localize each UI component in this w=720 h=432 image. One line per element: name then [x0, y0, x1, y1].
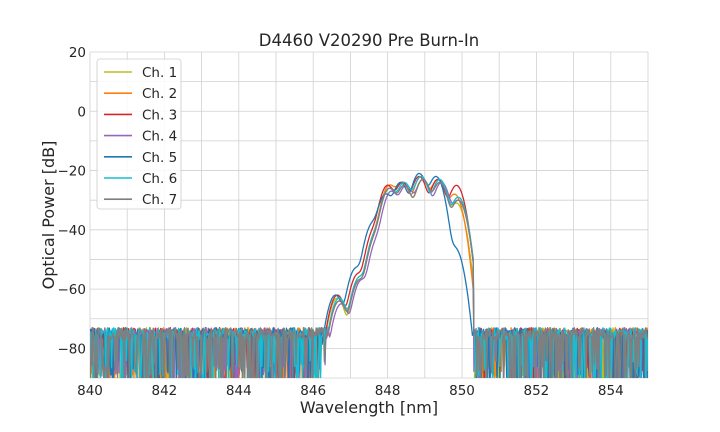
legend-label: Ch. 6: [142, 171, 177, 187]
x-tick-label: 850: [449, 383, 475, 399]
y-tick-label: −60: [58, 282, 87, 298]
x-tick-label: 842: [152, 383, 178, 399]
legend-label: Ch. 2: [142, 86, 177, 102]
y-tick-label: 20: [69, 45, 86, 61]
legend-label: Ch. 5: [142, 150, 177, 166]
legend-box: [96, 58, 182, 210]
y-tick-labels: 20 0 −20 −40 −60 −80: [58, 45, 87, 357]
x-tick-label: 854: [598, 383, 624, 399]
legend-label: Ch. 3: [142, 107, 177, 123]
x-tick-label: 840: [77, 383, 103, 399]
series-layer: [90, 172, 648, 378]
y-axis-label: Optical Power [dB]: [39, 141, 58, 290]
y-tick-label: −20: [58, 164, 87, 180]
x-tick-label: 852: [524, 383, 550, 399]
x-tick-label: 846: [300, 383, 326, 399]
x-axis-label: Wavelength [nm]: [300, 398, 438, 417]
x-tick-label: 844: [226, 383, 252, 399]
x-tick-labels: 840 842 844 846 848 850 852 854: [77, 383, 624, 399]
chart-title: D4460 V20290 Pre Burn-In: [259, 31, 479, 50]
legend-label: Ch. 4: [142, 129, 177, 145]
series-line-ch7: [90, 178, 648, 378]
legend-label: Ch. 1: [142, 65, 177, 81]
x-tick-label: 848: [375, 383, 401, 399]
y-tick-label: 0: [77, 104, 86, 120]
legend: Ch. 1 Ch. 2 Ch. 3 Ch. 4 Ch. 5 Ch. 6 Ch. 7: [96, 58, 182, 210]
y-tick-label: −40: [58, 223, 87, 239]
y-tick-label: −80: [58, 341, 87, 357]
legend-label: Ch. 7: [142, 192, 177, 208]
